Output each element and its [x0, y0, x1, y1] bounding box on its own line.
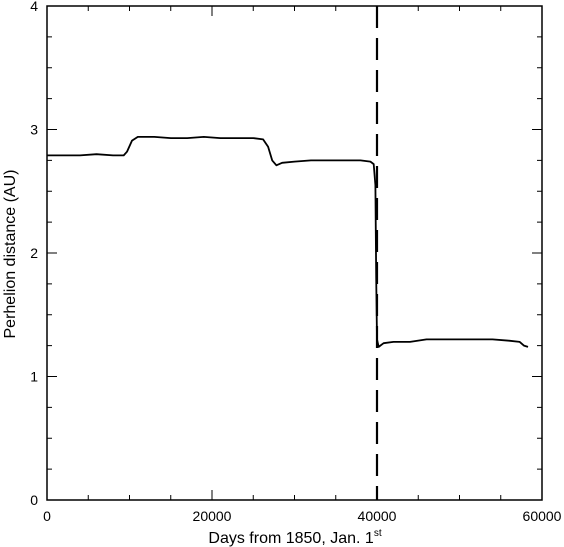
plot-frame — [46, 5, 543, 501]
series-line — [47, 135, 529, 348]
y-tick-label: 1 — [30, 369, 38, 385]
x-axis-label: Days from 1850, Jan. 1st — [208, 528, 381, 547]
y-tick-label: 4 — [30, 0, 38, 14]
x-tick-label: 0 — [43, 508, 51, 524]
x-tick-label: 20000 — [193, 508, 232, 524]
x-tick-label: 40000 — [358, 508, 397, 524]
y-tick-label: 3 — [30, 122, 38, 138]
tick-labels: 0 20000 40000 60000 0 1 2 3 4 — [30, 0, 561, 524]
minor-ticks — [46, 5, 543, 501]
y-tick-label: 2 — [30, 245, 38, 261]
x-tick-label: 60000 — [523, 508, 562, 524]
y-tick-label: 0 — [30, 492, 38, 508]
y-axis-label: Perhelion distance (AU) — [2, 170, 19, 339]
major-ticks — [46, 5, 543, 501]
